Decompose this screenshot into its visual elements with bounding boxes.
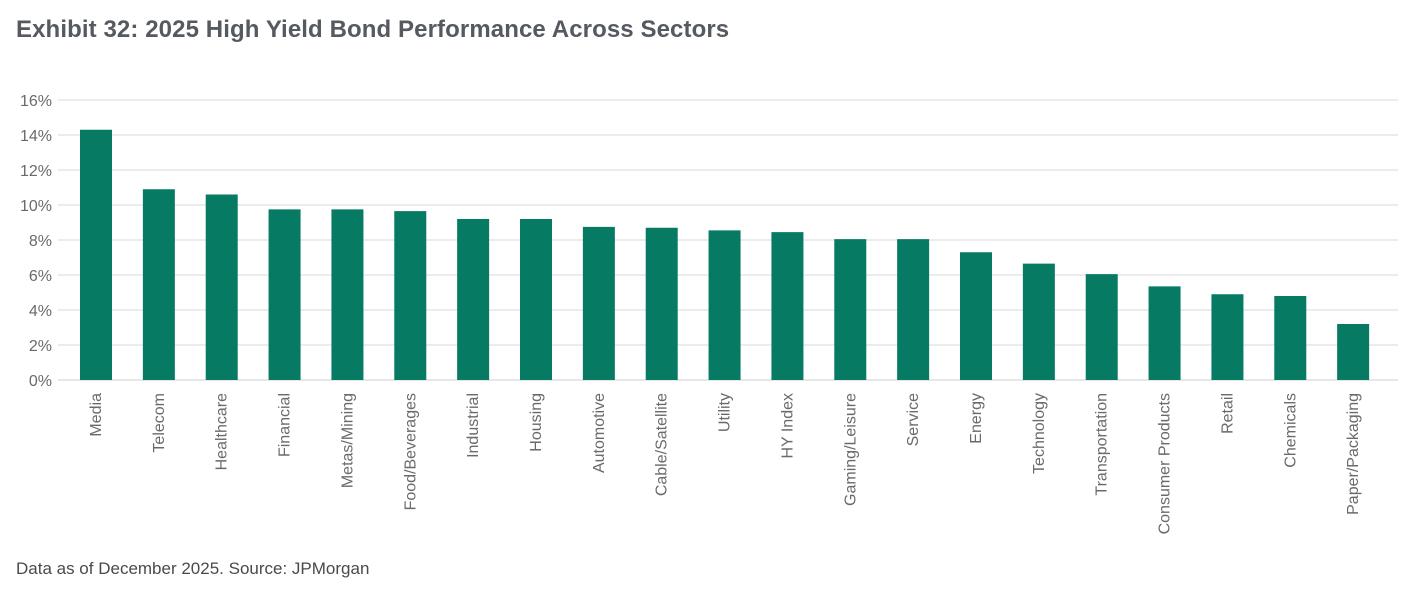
x-tick-label: Financial (277, 393, 294, 457)
bar-retail (1211, 294, 1244, 380)
y-tick-label: 2% (29, 338, 52, 355)
bar-telecom (142, 189, 175, 380)
bar-chemicals (1274, 296, 1307, 380)
y-axis-tick-labels: 0% 2% 4% 6% 8% 10% 12% 14% 16% (20, 93, 52, 390)
x-tick-label: Food/Beverages (402, 393, 419, 510)
x-tick-label: Metas/Mining (339, 393, 356, 488)
x-tick-label: Transportation (1094, 393, 1111, 496)
bar-cable-satellite (645, 227, 678, 380)
y-tick-label: 0% (29, 373, 52, 390)
y-tick-label: 12% (20, 163, 52, 180)
source-footnote: Data as of December 2025. Source: JPMorg… (16, 559, 370, 578)
bar-energy (960, 252, 992, 380)
x-tick-label: Paper/Packaging (1345, 393, 1362, 515)
bar-technology (1022, 263, 1055, 380)
bar-healthcare (205, 194, 238, 380)
x-tick-label: Chemicals (1282, 393, 1299, 468)
x-tick-label: Cable/Satellite (654, 393, 671, 496)
bar-utility (708, 230, 741, 380)
x-tick-label: HY Index (779, 393, 796, 459)
y-tick-label: 4% (29, 303, 52, 320)
bar-hy-index (771, 232, 804, 380)
x-tick-label: Automotive (591, 393, 608, 473)
bar-financial (268, 209, 301, 380)
x-tick-label: Energy (968, 393, 985, 444)
bar-food-beverages (394, 211, 427, 380)
bar-paper-packaging (1337, 324, 1370, 380)
x-tick-label: Gaming/Leisure (842, 393, 859, 506)
x-tick-label: Utility (717, 393, 734, 432)
y-tick-label: 10% (20, 198, 52, 215)
x-tick-label: Service (905, 393, 922, 446)
bar-gaming-leisure (834, 239, 867, 380)
bar-automotive (582, 226, 615, 380)
bar-transportation (1085, 274, 1118, 380)
bars (80, 129, 1370, 380)
y-tick-label: 6% (29, 268, 52, 285)
bar-industrial (457, 219, 490, 380)
x-tick-label: Consumer Products (1157, 393, 1174, 534)
x-tick-label: Retail (1219, 393, 1236, 434)
x-tick-label: Healthcare (214, 393, 231, 470)
x-tick-label: Industrial (465, 393, 482, 458)
y-tick-label: 8% (29, 233, 52, 250)
y-tick-label: 14% (20, 128, 52, 145)
x-tick-label: Media (88, 393, 105, 437)
x-axis-tick-labels: Media Telecom Healthcare Financial Metas/Min… (88, 393, 1362, 534)
bar-metas-mining (331, 209, 364, 380)
x-tick-label: Technology (1031, 393, 1048, 474)
bar-housing (520, 219, 552, 380)
x-tick-label: Telecom (151, 393, 168, 453)
chart-title: Exhibit 32: 2025 High Yield Bond Perform… (16, 16, 730, 43)
y-tick-label: 16% (20, 93, 52, 110)
bar-service (897, 239, 930, 380)
bar-consumer-products (1148, 286, 1181, 380)
bar-media (80, 129, 112, 380)
x-tick-label: Housing (528, 393, 545, 452)
